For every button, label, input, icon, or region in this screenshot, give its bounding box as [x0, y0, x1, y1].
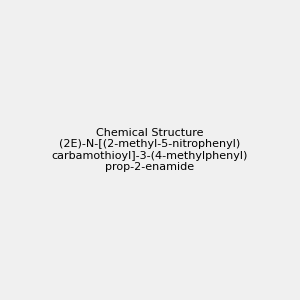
Text: Chemical Structure
(2E)-N-[(2-methyl-5-nitrophenyl)
carbamothioyl]-3-(4-methylph: Chemical Structure (2E)-N-[(2-methyl-5-n… [52, 128, 248, 172]
